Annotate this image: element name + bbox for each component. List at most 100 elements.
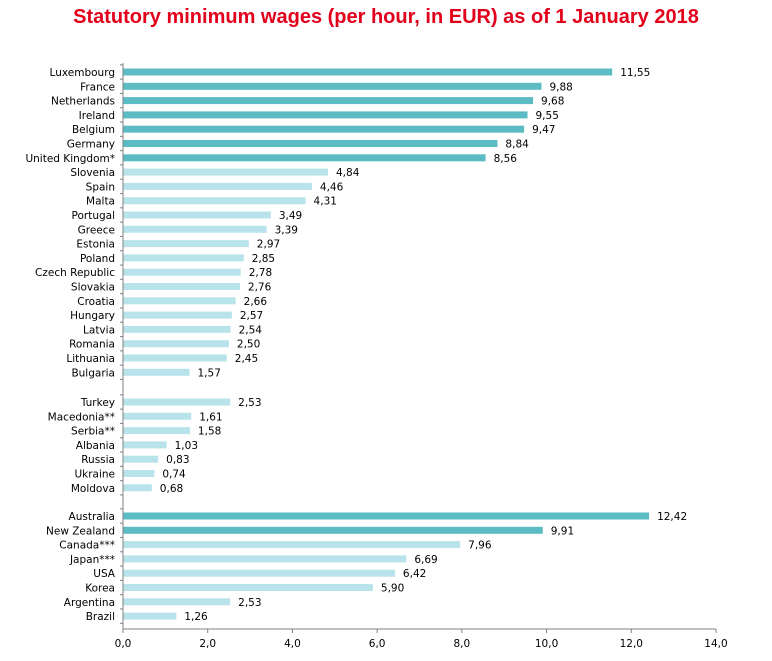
value-label: 9,91 — [551, 525, 574, 537]
value-label: 11,55 — [620, 67, 650, 79]
x-tick-label: 8,0 — [454, 638, 471, 650]
bar — [123, 555, 407, 563]
bar — [123, 455, 159, 463]
category-label: Portugal — [72, 210, 116, 222]
bar — [123, 598, 231, 606]
x-tick-label: 4,0 — [284, 638, 301, 650]
bar — [123, 240, 249, 248]
value-label: 1,26 — [184, 611, 208, 623]
category-label: Albania — [76, 440, 115, 452]
category-label: Netherlands — [51, 96, 115, 108]
x-tick-label: 12,0 — [620, 638, 643, 650]
value-label: 9,55 — [536, 110, 559, 122]
bar — [123, 111, 528, 119]
bar — [123, 297, 236, 305]
category-label: Slovakia — [71, 282, 115, 294]
bar — [123, 125, 525, 133]
bar — [123, 254, 244, 262]
value-label: 9,47 — [532, 124, 555, 136]
x-tick-label: 6,0 — [369, 638, 386, 650]
category-label: Argentina — [64, 597, 115, 609]
value-label: 2,45 — [235, 353, 258, 365]
category-label: Germany — [67, 139, 115, 151]
value-label: 2,85 — [252, 253, 275, 265]
category-label: Malta — [86, 196, 115, 208]
category-label: Poland — [80, 253, 115, 265]
category-label: Latvia — [83, 324, 115, 336]
bar — [123, 526, 543, 534]
value-label: 9,88 — [549, 81, 572, 93]
value-label: 1,03 — [175, 440, 198, 452]
bar — [123, 82, 542, 90]
value-label: 2,53 — [238, 397, 261, 409]
value-label: 2,78 — [249, 267, 272, 279]
bar — [123, 398, 231, 406]
category-label: USA — [93, 568, 116, 580]
bar — [123, 427, 190, 435]
value-label: 3,49 — [279, 210, 302, 222]
category-label: Russia — [81, 454, 115, 466]
bar — [123, 569, 395, 577]
value-label: 4,31 — [314, 196, 337, 208]
bar — [123, 484, 152, 492]
value-label: 8,84 — [505, 139, 529, 151]
category-label: Japan*** — [69, 554, 115, 566]
bar — [123, 97, 534, 105]
value-label: 2,50 — [237, 339, 260, 351]
bar — [123, 340, 229, 348]
bar — [123, 283, 240, 290]
category-label: Ukraine — [74, 469, 115, 481]
value-label: 1,61 — [199, 411, 222, 423]
category-label: Ireland — [79, 110, 115, 122]
category-label: Greece — [78, 224, 115, 236]
category-label: Croatia — [77, 296, 115, 308]
value-label: 4,46 — [320, 181, 344, 193]
category-label: Estonia — [76, 239, 115, 251]
value-label: 3,39 — [275, 224, 298, 236]
value-label: 5,90 — [381, 583, 404, 595]
category-label: Serbia** — [71, 426, 115, 438]
category-label: Hungary — [70, 310, 115, 322]
bar — [123, 168, 329, 176]
bar — [123, 225, 267, 233]
value-label: 1,57 — [198, 367, 221, 379]
value-label: 6,69 — [414, 554, 437, 566]
bar — [123, 612, 177, 620]
bar — [123, 140, 498, 147]
value-label: 0,83 — [166, 454, 189, 466]
bar — [123, 154, 486, 162]
value-label: 2,54 — [239, 324, 263, 336]
bar — [123, 512, 650, 520]
bar — [123, 441, 167, 449]
bar — [123, 197, 306, 205]
category-label: Australia — [69, 511, 115, 523]
category-label: Canada*** — [59, 540, 115, 552]
bar — [123, 268, 241, 276]
value-label: 4,84 — [336, 167, 360, 179]
category-label: Macedonia** — [48, 411, 115, 423]
bar — [123, 182, 312, 190]
value-label: 0,74 — [162, 469, 186, 481]
value-label: 6,42 — [403, 568, 426, 580]
category-label: Czech Republic — [35, 267, 115, 279]
x-tick-label: 2,0 — [199, 638, 216, 650]
value-label: 2,66 — [244, 296, 268, 308]
value-label: 2,57 — [240, 310, 263, 322]
x-tick-label: 10,0 — [535, 638, 558, 650]
x-tick-label: 0,0 — [115, 638, 132, 650]
category-label: Lithuania — [66, 353, 115, 365]
category-label: Korea — [85, 583, 115, 595]
bar — [123, 470, 155, 477]
bar — [123, 354, 227, 362]
bar — [123, 68, 613, 76]
category-label: New Zealand — [46, 525, 115, 537]
bars-layer: Luxembourg 11,55 France 9,88 Netherlands 9,68… — [25, 67, 687, 623]
bar — [123, 412, 192, 420]
value-label: 2,76 — [248, 282, 272, 294]
category-label: Brazil — [86, 611, 115, 623]
category-label: Moldova — [71, 483, 115, 495]
category-label: Belgium — [72, 124, 115, 136]
bar — [123, 584, 373, 591]
chart-title: Statutory minimum wages (per hour, in EU… — [73, 6, 699, 28]
